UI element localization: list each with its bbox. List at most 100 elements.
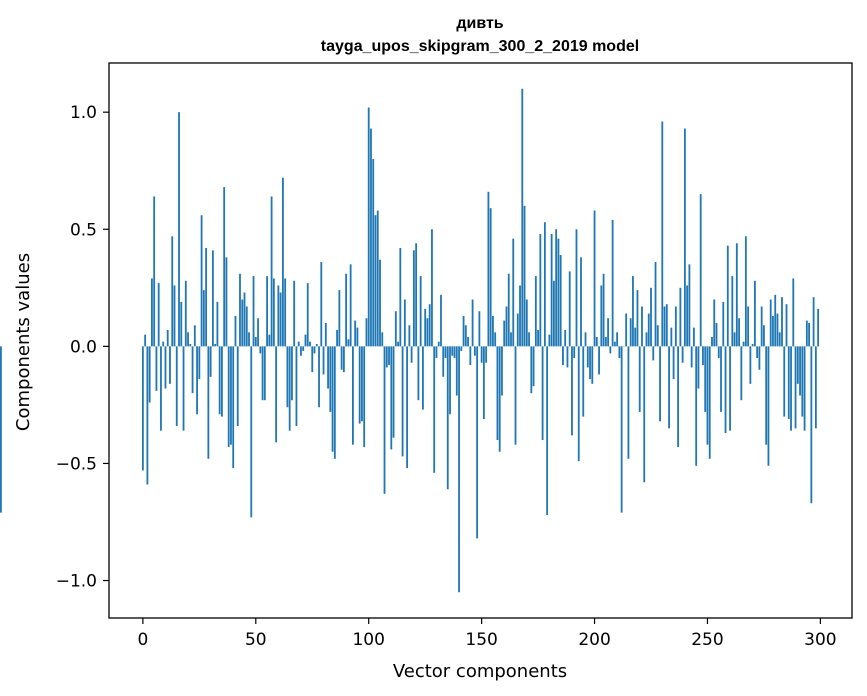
bar	[670, 327, 673, 347]
bar	[765, 346, 768, 445]
bar	[214, 344, 217, 347]
bar	[200, 215, 203, 347]
bar	[207, 346, 210, 459]
bar	[742, 341, 745, 347]
bar	[510, 332, 512, 347]
bar	[652, 346, 655, 361]
bar	[390, 346, 393, 450]
bar	[532, 346, 535, 387]
bar	[568, 271, 571, 347]
bar	[412, 250, 415, 347]
bar	[528, 332, 530, 347]
bar	[611, 219, 614, 347]
y-ticks-group: −1.0 −0.5 0.0 0.5 1.0	[56, 103, 109, 592]
bar	[187, 332, 189, 347]
bar	[805, 320, 808, 347]
bar	[778, 332, 781, 347]
bars-group	[0, 88, 820, 593]
x-tick-label: 0	[137, 630, 148, 650]
bar	[629, 318, 632, 347]
bar	[379, 259, 381, 347]
bar	[471, 299, 474, 347]
bar	[171, 236, 174, 347]
bar	[331, 346, 334, 452]
bar	[702, 346, 704, 366]
bar	[559, 255, 562, 347]
bar	[704, 346, 707, 412]
bar	[248, 332, 250, 347]
bar	[485, 346, 488, 363]
bar	[327, 346, 329, 389]
bar	[250, 346, 253, 518]
bar	[451, 346, 454, 356]
bar	[467, 336, 469, 347]
bar	[799, 346, 801, 396]
bar	[501, 346, 503, 396]
bar	[641, 306, 643, 347]
bar	[243, 292, 246, 347]
bar	[444, 346, 447, 359]
bar	[693, 327, 695, 347]
bar	[189, 344, 192, 347]
bar	[449, 346, 451, 415]
bar	[338, 290, 341, 347]
bar	[498, 346, 501, 452]
bar	[767, 346, 770, 466]
bar	[342, 346, 345, 373]
bar	[584, 332, 587, 347]
bar	[476, 346, 479, 539]
bar	[329, 346, 332, 412]
bar	[530, 346, 533, 394]
x-tick-label: 300	[804, 630, 836, 650]
bar	[356, 327, 359, 347]
bar	[753, 280, 756, 347]
bar	[636, 290, 639, 347]
bar	[783, 346, 786, 417]
bar	[731, 276, 734, 347]
bar	[431, 229, 433, 347]
bar	[550, 233, 553, 347]
bar	[236, 346, 239, 426]
bar	[458, 346, 460, 593]
bar	[169, 346, 171, 384]
bar	[254, 336, 257, 347]
bar	[182, 346, 185, 431]
bar	[801, 346, 804, 417]
bar	[674, 306, 677, 347]
bar	[340, 346, 343, 370]
bar	[521, 88, 524, 347]
bar	[257, 318, 259, 347]
y-tick-label: 0.5	[70, 220, 97, 240]
bar	[173, 285, 176, 347]
bar	[291, 346, 293, 401]
bar	[406, 346, 409, 469]
y-tick-label: 0.0	[70, 337, 97, 357]
bar	[772, 315, 774, 347]
bar	[677, 346, 680, 448]
bar	[198, 346, 201, 380]
bar	[218, 346, 221, 415]
bar	[625, 313, 628, 347]
bar	[270, 196, 273, 347]
bar	[814, 346, 817, 429]
bar	[385, 346, 388, 368]
bar	[354, 320, 357, 347]
bar	[345, 273, 348, 347]
bar	[394, 311, 397, 347]
bar	[241, 299, 244, 347]
bar	[514, 346, 517, 445]
bar	[760, 306, 763, 347]
bar	[729, 346, 731, 431]
y-axis-label: Components values	[13, 253, 34, 431]
bar	[160, 346, 162, 431]
bar	[525, 299, 528, 347]
bar	[697, 346, 700, 389]
bar	[686, 285, 689, 347]
chart-title: дивть	[456, 15, 503, 32]
bar	[564, 329, 567, 347]
bar	[659, 346, 661, 422]
bar	[234, 315, 237, 347]
bar	[769, 299, 772, 347]
bar	[227, 346, 230, 448]
bar	[361, 346, 363, 422]
